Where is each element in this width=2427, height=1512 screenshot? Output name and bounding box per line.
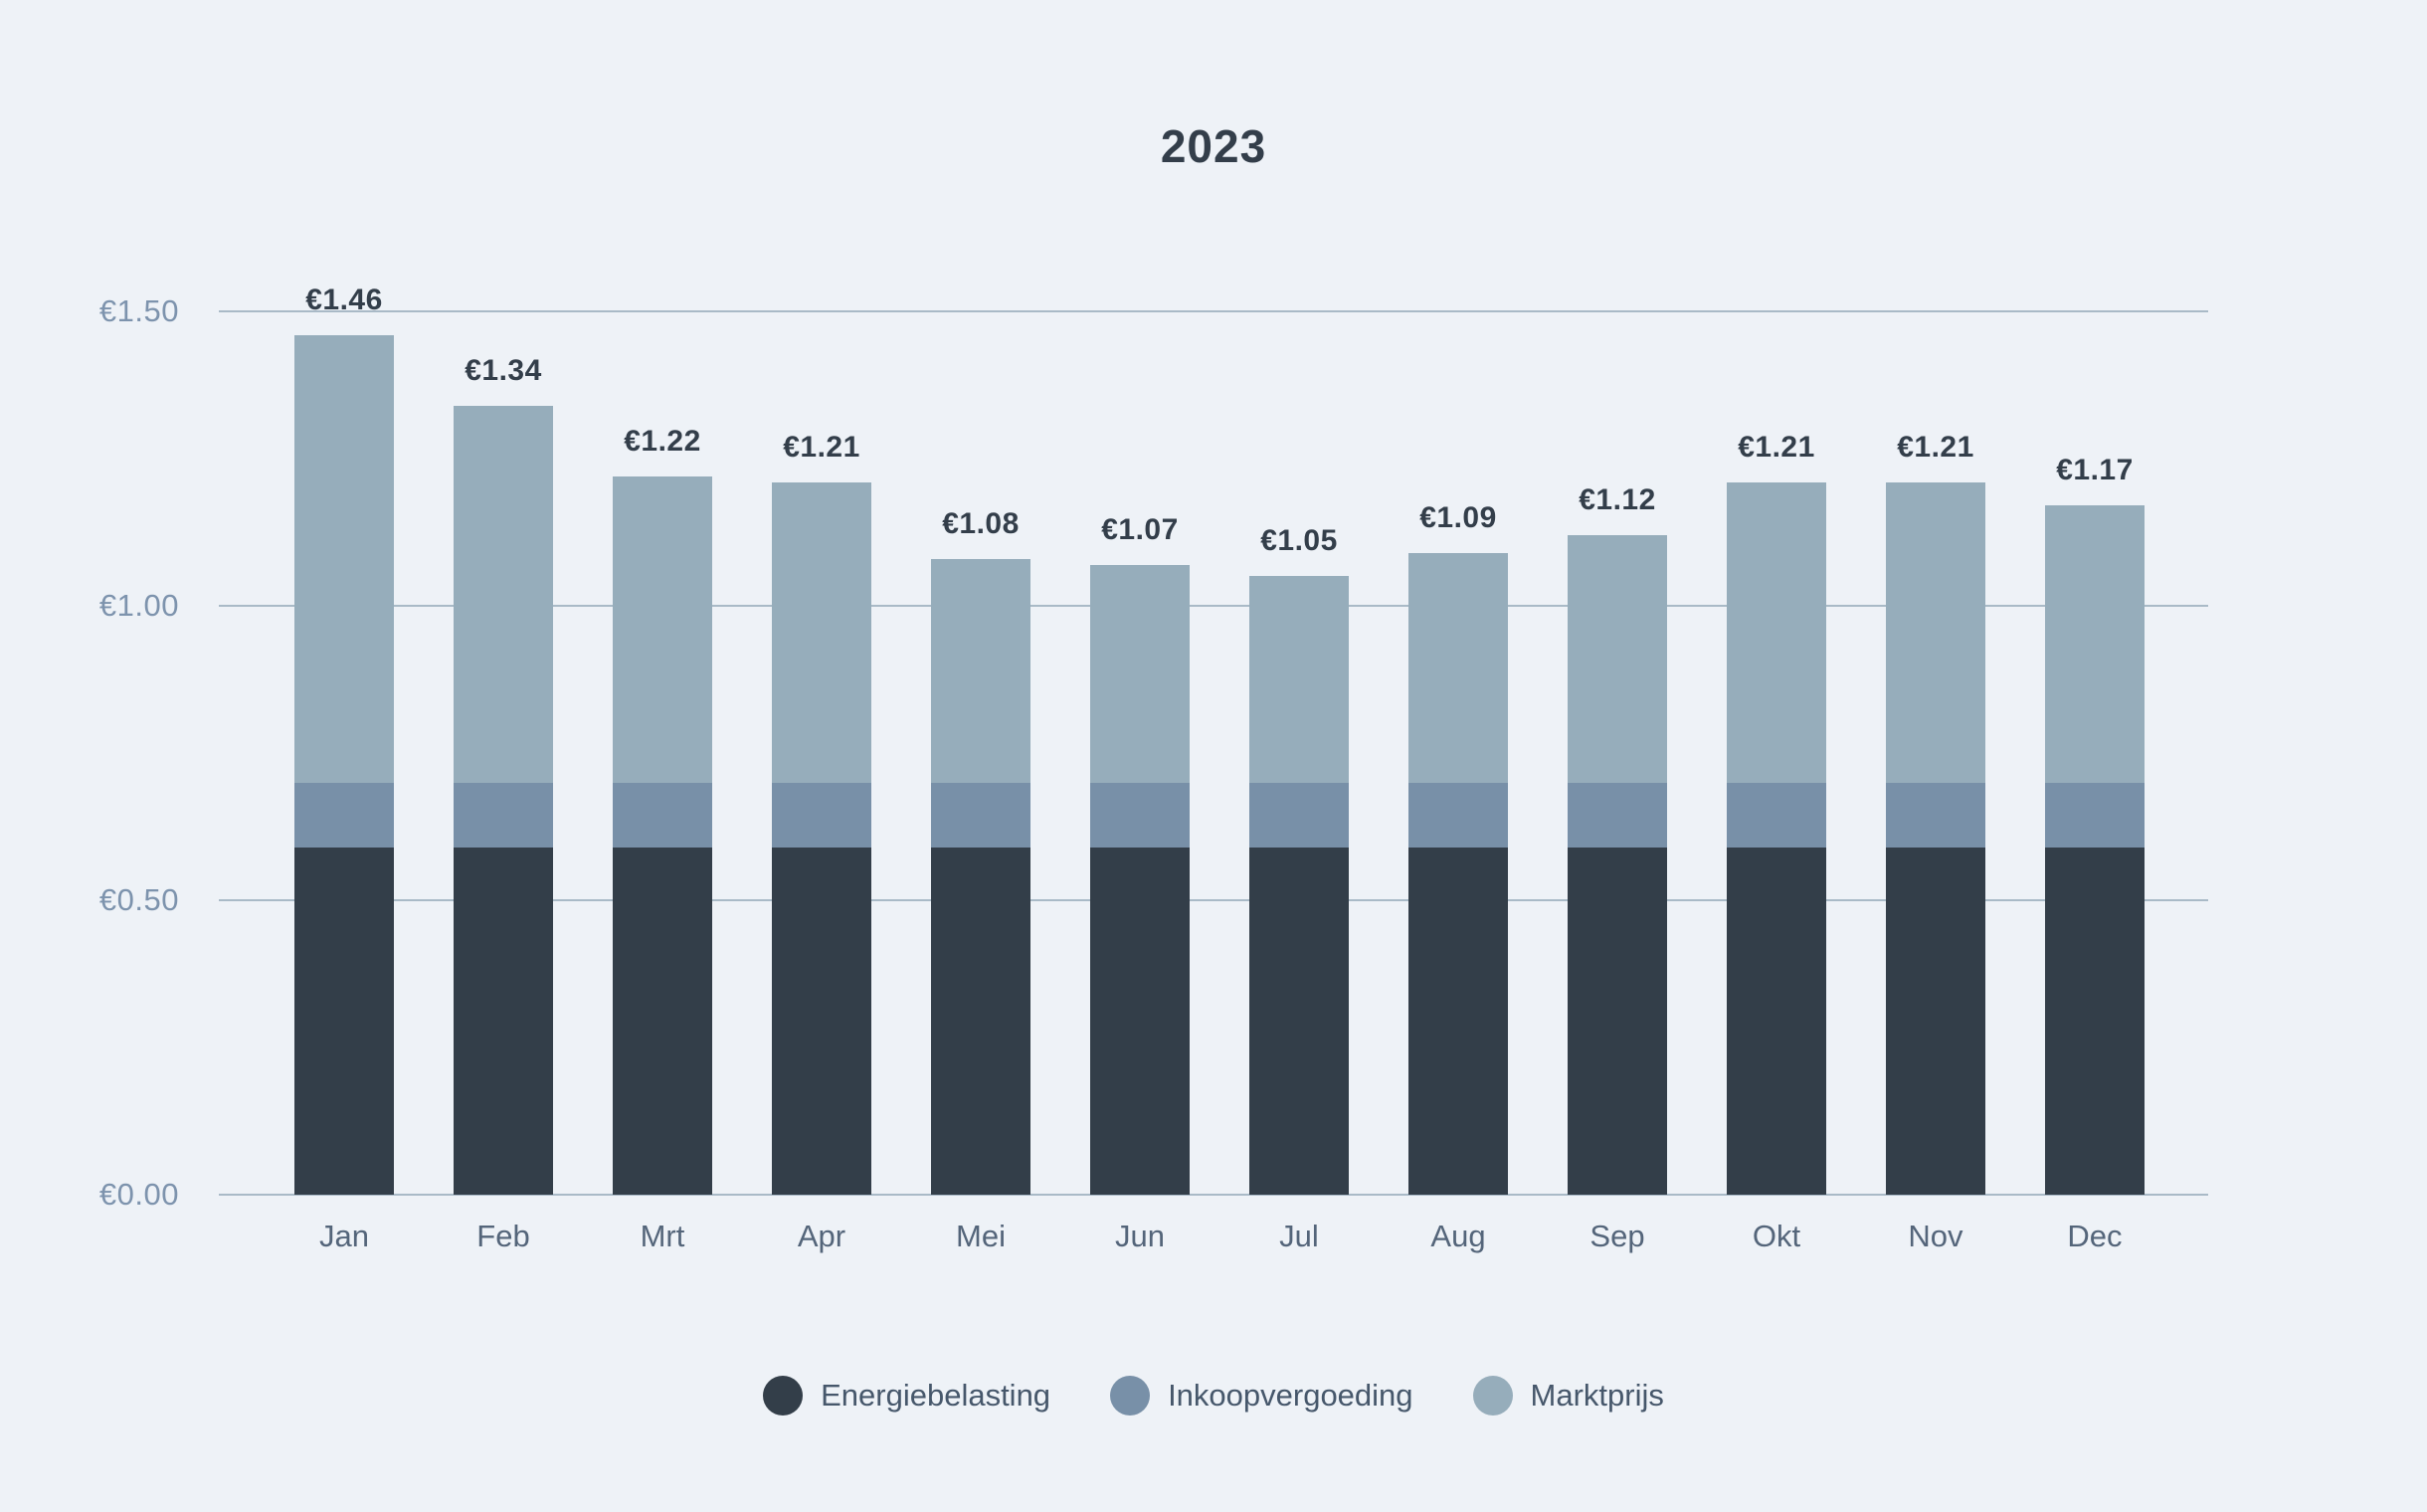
- bar-total-label: €1.22: [624, 424, 701, 458]
- x-tick-label-aug: Aug: [1430, 1219, 1486, 1253]
- segment-energiebelasting-apr[interactable]: [772, 847, 871, 1195]
- gridline-1.00: [219, 605, 2208, 607]
- segment-inkoopvergoeding-aug[interactable]: [1408, 782, 1508, 848]
- segment-inkoopvergoeding-sep[interactable]: [1568, 782, 1667, 848]
- segment-marktprijs-okt[interactable]: [1727, 481, 1826, 783]
- bar-total-label: €1.05: [1260, 524, 1338, 558]
- legend-label: Energiebelasting: [821, 1378, 1051, 1413]
- gridline-0.50: [219, 899, 2208, 901]
- segment-inkoopvergoeding-okt[interactable]: [1727, 782, 1826, 848]
- segment-energiebelasting-mrt[interactable]: [613, 847, 712, 1195]
- legend-label: Inkoopvergoeding: [1168, 1378, 1413, 1413]
- x-tick-label-jun: Jun: [1115, 1219, 1165, 1253]
- segment-energiebelasting-jul[interactable]: [1249, 847, 1349, 1195]
- legend-swatch-icon: [763, 1376, 804, 1416]
- legend-item-energiebelasting[interactable]: Energiebelasting: [763, 1376, 1050, 1416]
- bars-row: €1.46 €1.34 €1.22 €1.21 €1.08 €1.07 €1.05 €1.09…: [219, 284, 2208, 1195]
- y-tick-label: €0.00: [98, 1177, 179, 1212]
- legend: Energiebelasting Inkoopvergoeding Marktpri…: [219, 1373, 2208, 1418]
- y-tick-label: €1.00: [98, 588, 179, 623]
- segment-marktprijs-nov[interactable]: [1886, 481, 1985, 783]
- segment-energiebelasting-aug[interactable]: [1408, 847, 1508, 1195]
- y-tick-label: €0.50: [98, 882, 179, 917]
- segment-energiebelasting-mei[interactable]: [931, 847, 1030, 1195]
- x-tick-label-nov: Nov: [1908, 1219, 1963, 1253]
- bar-okt[interactable]: €1.21: [1727, 431, 1826, 1195]
- bar-jul[interactable]: €1.05: [1249, 524, 1349, 1195]
- bar-sep[interactable]: €1.12: [1568, 483, 1667, 1195]
- segment-energiebelasting-dec[interactable]: [2045, 847, 2145, 1195]
- segment-marktprijs-mei[interactable]: [931, 558, 1030, 783]
- legend-swatch-icon: [1472, 1376, 1513, 1416]
- segment-energiebelasting-feb[interactable]: [454, 847, 553, 1195]
- segment-energiebelasting-jun[interactable]: [1090, 847, 1190, 1195]
- bar-mei[interactable]: €1.08: [931, 507, 1030, 1195]
- x-tick-label-jan: Jan: [319, 1219, 369, 1253]
- segment-energiebelasting-sep[interactable]: [1568, 847, 1667, 1195]
- x-axis: Jan Feb Mrt Apr Mei Jun Jul Aug Sep Okt Nov Dec: [219, 1219, 2208, 1254]
- x-tick-label-dec: Dec: [2067, 1219, 2123, 1253]
- bar-total-label: €1.46: [305, 283, 383, 316]
- segment-marktprijs-apr[interactable]: [772, 481, 871, 783]
- y-axis: €1.50 €1.00 €0.50 €0.00: [0, 293, 179, 1212]
- bar-total-label: €1.21: [783, 430, 860, 464]
- bar-total-label: €1.21: [1897, 430, 1974, 464]
- segment-inkoopvergoeding-mrt[interactable]: [613, 782, 712, 848]
- segment-marktprijs-jun[interactable]: [1090, 564, 1190, 783]
- bar-apr[interactable]: €1.21: [772, 431, 871, 1195]
- bar-total-label: €1.21: [1738, 430, 1815, 464]
- bar-total-label: €1.08: [942, 506, 1020, 540]
- segment-inkoopvergoeding-jun[interactable]: [1090, 782, 1190, 848]
- segment-inkoopvergoeding-dec[interactable]: [2045, 782, 2145, 848]
- bar-nov[interactable]: €1.21: [1886, 431, 1985, 1195]
- gridline-0.00: [219, 1194, 2208, 1196]
- x-tick-label-apr: Apr: [797, 1219, 846, 1253]
- segment-marktprijs-mrt[interactable]: [613, 475, 712, 783]
- segment-inkoopvergoeding-jul[interactable]: [1249, 782, 1349, 848]
- plot-area: €1.46 €1.34 €1.22 €1.21 €1.08 €1.07 €1.05 €1.09…: [219, 284, 2208, 1196]
- bar-aug[interactable]: €1.09: [1408, 501, 1508, 1195]
- x-tick-label-mrt: Mrt: [640, 1219, 685, 1253]
- bar-dec[interactable]: €1.17: [2045, 454, 2145, 1195]
- segment-marktprijs-feb[interactable]: [454, 405, 553, 783]
- x-tick-label-okt: Okt: [1752, 1219, 1801, 1253]
- chart-title: 2023: [1160, 120, 1267, 172]
- legend-swatch-icon: [1110, 1376, 1151, 1416]
- gridline-1.50: [219, 310, 2208, 312]
- x-tick-label-jul: Jul: [1279, 1219, 1319, 1253]
- segment-inkoopvergoeding-jan[interactable]: [294, 782, 394, 848]
- bar-jun[interactable]: €1.07: [1090, 513, 1190, 1195]
- bar-total-label: €1.09: [1419, 500, 1497, 534]
- segment-energiebelasting-nov[interactable]: [1886, 847, 1985, 1195]
- segment-inkoopvergoeding-mei[interactable]: [931, 782, 1030, 848]
- segment-energiebelasting-okt[interactable]: [1727, 847, 1826, 1195]
- bar-mrt[interactable]: €1.22: [613, 425, 712, 1195]
- legend-label: Marktprijs: [1530, 1378, 1664, 1413]
- x-tick-label-mei: Mei: [956, 1219, 1006, 1253]
- x-tick-label-feb: Feb: [476, 1219, 530, 1253]
- segment-marktprijs-sep[interactable]: [1568, 535, 1667, 783]
- bar-total-label: €1.07: [1101, 512, 1179, 546]
- bar-total-label: €1.12: [1579, 483, 1656, 516]
- legend-item-inkoopvergoeding[interactable]: Inkoopvergoeding: [1110, 1376, 1413, 1416]
- segment-marktprijs-jan[interactable]: [294, 334, 394, 783]
- legend-item-marktprijs[interactable]: Marktprijs: [1472, 1376, 1664, 1416]
- segment-energiebelasting-jan[interactable]: [294, 847, 394, 1195]
- bar-total-label: €1.17: [2056, 454, 2134, 487]
- y-tick-label: €1.50: [98, 293, 179, 328]
- bar-jan[interactable]: €1.46: [294, 284, 394, 1195]
- segment-inkoopvergoeding-nov[interactable]: [1886, 782, 1985, 848]
- segment-marktprijs-aug[interactable]: [1408, 552, 1508, 783]
- bar-feb[interactable]: €1.34: [454, 354, 553, 1195]
- segment-marktprijs-dec[interactable]: [2045, 505, 2145, 783]
- segment-inkoopvergoeding-apr[interactable]: [772, 782, 871, 848]
- segment-inkoopvergoeding-feb[interactable]: [454, 782, 553, 848]
- bar-total-label: €1.34: [465, 353, 542, 387]
- segment-marktprijs-jul[interactable]: [1249, 576, 1349, 783]
- x-tick-label-sep: Sep: [1589, 1219, 1645, 1253]
